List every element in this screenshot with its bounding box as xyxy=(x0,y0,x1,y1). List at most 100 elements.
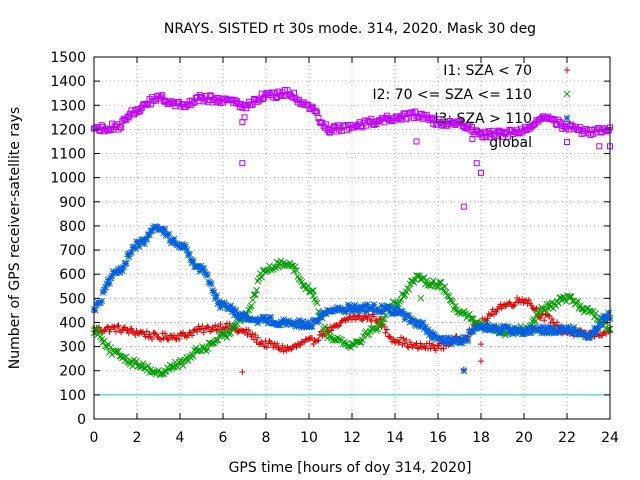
data-point xyxy=(95,328,103,336)
marker-stroke xyxy=(232,306,240,314)
data-point xyxy=(93,325,100,333)
data-point xyxy=(264,319,272,327)
marker-stroke xyxy=(528,302,535,309)
data-point xyxy=(125,114,132,121)
marker-stroke xyxy=(370,313,377,320)
data-point xyxy=(525,324,533,332)
marker-stroke xyxy=(315,337,322,344)
data-point xyxy=(117,264,125,272)
data-point xyxy=(378,321,386,328)
data-point xyxy=(578,328,585,336)
x-tick-label: 16 xyxy=(429,430,447,446)
marker-stroke xyxy=(505,300,512,307)
marker-stroke xyxy=(316,332,323,339)
marker-stroke xyxy=(111,324,118,331)
marker-stroke xyxy=(281,344,288,351)
marker-stroke xyxy=(131,245,139,253)
marker-stroke xyxy=(107,343,115,351)
marker-stroke xyxy=(429,277,437,284)
marker-stroke xyxy=(99,289,107,296)
marker-stroke xyxy=(234,329,241,336)
data-point xyxy=(251,291,259,299)
marker-stroke xyxy=(118,329,125,336)
data-point xyxy=(120,324,127,331)
marker-stroke xyxy=(115,347,122,355)
data-point xyxy=(358,336,366,344)
marker-stroke xyxy=(293,267,300,274)
data-point xyxy=(376,315,383,322)
marker-stroke xyxy=(488,310,495,317)
data-point xyxy=(128,248,135,256)
data-point xyxy=(250,336,257,343)
marker-stroke xyxy=(523,297,530,304)
y-tick-label: 200 xyxy=(59,364,86,380)
x-tick-label: 0 xyxy=(90,430,99,446)
data-point xyxy=(250,291,258,299)
y-tick-label: 900 xyxy=(59,195,86,211)
marker-stroke xyxy=(159,225,166,233)
marker-stroke xyxy=(250,336,257,343)
marker-stroke xyxy=(194,328,201,335)
data-point xyxy=(298,324,306,331)
data-point xyxy=(576,331,584,338)
data-point xyxy=(454,335,462,343)
marker-stroke xyxy=(334,323,341,330)
marker-stroke xyxy=(250,291,258,299)
data-point xyxy=(396,339,403,346)
y-tick-label: 0 xyxy=(77,412,86,428)
marker-stroke xyxy=(348,308,356,315)
marker-stroke xyxy=(460,203,467,210)
marker-stroke xyxy=(93,325,100,333)
marker-stroke xyxy=(254,334,261,341)
legend-label: I2: 70 <= SZA <= 110 xyxy=(372,87,532,103)
data-point xyxy=(257,340,264,347)
data-point xyxy=(299,317,307,325)
data-point xyxy=(160,335,167,342)
data-point xyxy=(124,327,131,334)
data-point xyxy=(545,312,552,319)
marker-stroke xyxy=(525,324,533,332)
data-point xyxy=(547,323,555,331)
data-point xyxy=(484,320,491,328)
marker-stroke xyxy=(117,264,125,272)
data-point xyxy=(323,121,330,128)
data-point xyxy=(398,334,405,341)
data-point xyxy=(282,321,290,329)
data-point xyxy=(341,316,348,323)
data-point xyxy=(290,267,298,275)
marker-stroke xyxy=(404,343,411,350)
marker-stroke xyxy=(493,323,500,331)
marker-stroke xyxy=(121,324,128,331)
data-point xyxy=(413,322,420,330)
marker-stroke xyxy=(187,256,195,264)
marker-stroke xyxy=(355,307,362,315)
marker-stroke xyxy=(159,92,166,99)
data-point xyxy=(297,321,304,329)
legend: I1: SZA < 70 I2: 70 <= SZA <= 110 I3: SZA … xyxy=(372,63,571,151)
data-point xyxy=(91,306,99,314)
data-point xyxy=(215,298,223,306)
data-point xyxy=(524,325,531,333)
data-point xyxy=(464,336,472,344)
data-point xyxy=(236,311,244,319)
data-point xyxy=(605,325,613,333)
data-point xyxy=(600,329,607,336)
data-point xyxy=(128,325,135,332)
data-point xyxy=(204,345,211,352)
data-point xyxy=(103,280,111,288)
data-point xyxy=(370,313,377,320)
data-point xyxy=(441,283,449,291)
data-point xyxy=(258,273,266,281)
marker-stroke xyxy=(261,343,268,350)
marker-stroke xyxy=(445,334,453,341)
data-point xyxy=(361,301,369,309)
data-point-outlier xyxy=(469,136,476,143)
marker-stroke xyxy=(166,236,174,244)
marker-stroke xyxy=(198,326,205,333)
data-point xyxy=(357,303,365,310)
marker-stroke xyxy=(317,313,325,321)
marker-stroke xyxy=(287,345,294,352)
marker-stroke xyxy=(399,341,406,348)
marker-stroke xyxy=(413,322,420,330)
data-point xyxy=(570,324,578,331)
